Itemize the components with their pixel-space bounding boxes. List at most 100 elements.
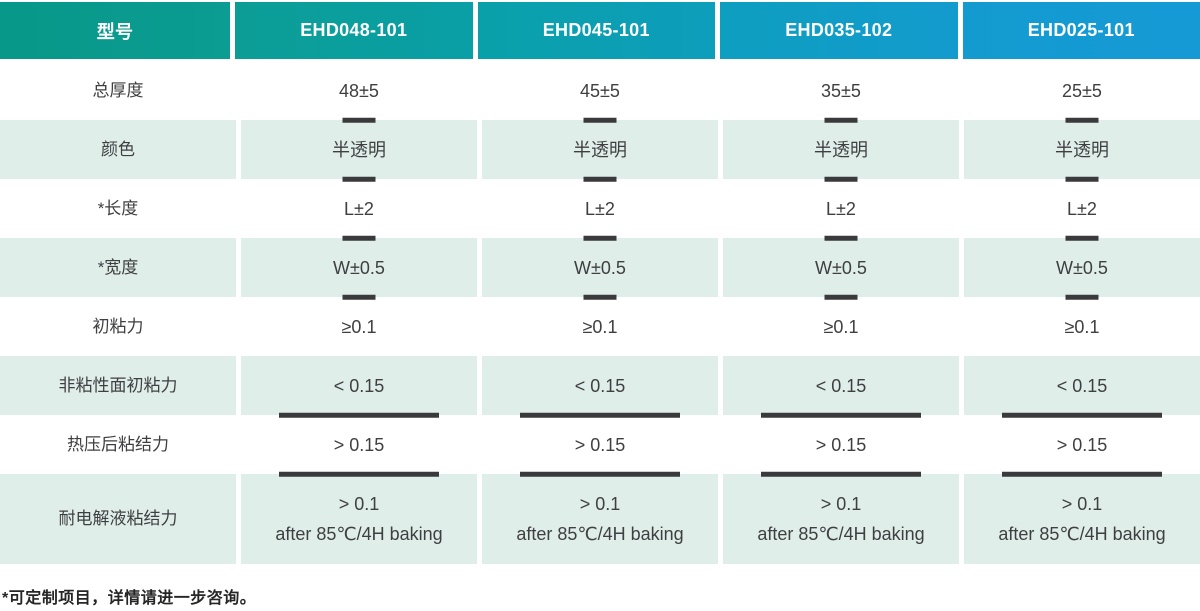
value-cell: L±2 [964,179,1200,241]
value-cell: > 0.1 after 85℃/4H baking [723,474,959,564]
value-cell: 半透明 [723,120,959,182]
value-text: > 0.15 [1056,434,1108,455]
value-subtext: after 85℃/4H baking [998,524,1166,544]
row-divider-tick [1065,176,1099,182]
table-row: 非粘性面初粘力 < 0.15 < 0.15 < 0.15 < 0.15 [0,356,1200,418]
value-cell: ≥0.1 [964,297,1200,356]
value-cell: < 0.15 [482,356,718,418]
value-cell: > 0.15 [964,415,1200,477]
value-cell: > 0.15 [482,415,718,477]
value-text: L±2 [1067,198,1097,219]
row-divider-tick [342,294,376,300]
value-cell: 半透明 [964,120,1200,182]
row-divider-tick [279,471,439,477]
table-row: 热压后粘结力 > 0.15 > 0.15 > 0.15 > 0.15 [0,415,1200,477]
value-text: 半透明 [814,139,868,160]
value-cell: 半透明 [482,120,718,182]
table-row: 初粘力 ≥0.1 ≥0.1 ≥0.1 ≥0.1 [0,297,1200,356]
table-row: *宽度 W±0.5 W±0.5 W±0.5 W±0.5 [0,238,1200,300]
value-subtext: after 85℃/4H baking [757,524,925,544]
row-divider-tick [520,471,680,477]
row-label-cell: 耐电解液粘结力 [0,474,236,564]
row-divider-tick [583,176,617,182]
table-row: *长度 L±2 L±2 L±2 L±2 [0,179,1200,241]
table-body: 总厚度 48±5 45±5 35±5 25±5 颜色 半透明 半透明 半透明 半透明 *长度 L±2 L… [0,61,1200,564]
row-divider-tick [761,412,921,418]
value-cell: L±2 [482,179,718,241]
value-cell: < 0.15 [723,356,959,418]
value-cell: 45±5 [482,61,718,123]
value-text: > 0.1 [820,494,862,514]
row-divider-tick [342,176,376,182]
header-cell-model-label: 型号 [0,2,230,59]
value-text: > 0.1 [338,494,380,514]
row-divider-tick [1065,294,1099,300]
value-text: 45±5 [580,80,620,101]
value-text: ≥0.1 [1064,316,1100,337]
value-cell: L±2 [241,179,477,241]
value-text: 48±5 [339,80,379,101]
value-text: L±2 [344,198,374,219]
row-divider-tick [583,117,617,123]
value-text: > 0.1 [579,494,621,514]
value-cell: 35±5 [723,61,959,123]
value-text: > 0.1 [1061,494,1103,514]
value-text: < 0.15 [574,375,626,396]
value-text: 半透明 [332,139,386,160]
value-cell: 半透明 [241,120,477,182]
value-cell: > 0.1 after 85℃/4H baking [482,474,718,564]
value-cell: 25±5 [964,61,1200,123]
value-text: L±2 [585,198,615,219]
row-label-cell: *宽度 [0,238,236,297]
row-label-cell: 总厚度 [0,61,236,120]
table-row: 颜色 半透明 半透明 半透明 半透明 [0,120,1200,182]
row-divider-tick [279,412,439,418]
row-divider-tick [583,235,617,241]
value-text: < 0.15 [1056,375,1108,396]
value-cell: W±0.5 [723,238,959,300]
row-divider-tick [1002,471,1162,477]
value-text: ≥0.1 [823,316,859,337]
value-text: 半透明 [573,139,627,160]
row-divider-tick [342,117,376,123]
value-cell: ≥0.1 [241,297,477,356]
row-divider-tick [824,294,858,300]
footnote: *可定制项目，详情请进一步咨询。 [2,590,257,607]
header-cell-model-3: EHD035-102 [720,2,958,59]
row-divider-tick [1065,117,1099,123]
value-text: ≥0.1 [582,316,618,337]
table-row: 耐电解液粘结力 > 0.1 after 85℃/4H baking > 0.1 afte… [0,474,1200,564]
value-text: ≥0.1 [341,316,377,337]
value-cell: W±0.5 [482,238,718,300]
value-text: < 0.15 [815,375,867,396]
row-divider-tick [824,235,858,241]
value-text: > 0.15 [574,434,626,455]
value-text: W±0.5 [333,257,385,278]
product-spec-table: 型号 EHD048-101 EHD045-101 EHD035-102 EHD025-1… [0,2,1200,564]
value-text: W±0.5 [574,257,626,278]
value-text: > 0.15 [333,434,385,455]
value-cell: ≥0.1 [482,297,718,356]
row-divider-tick [824,117,858,123]
row-label-cell: *长度 [0,179,236,238]
value-text: 25±5 [1062,80,1102,101]
row-divider-tick [1002,412,1162,418]
value-text: < 0.15 [333,375,385,396]
value-subtext: after 85℃/4H baking [275,524,443,544]
row-label-cell: 颜色 [0,120,236,179]
value-cell: W±0.5 [964,238,1200,300]
row-divider-tick [1065,235,1099,241]
row-label-cell: 热压后粘结力 [0,415,236,474]
header-cell-model-1: EHD048-101 [235,2,473,59]
value-text: L±2 [826,198,856,219]
row-divider-tick [761,471,921,477]
row-divider-tick [520,412,680,418]
value-cell: L±2 [723,179,959,241]
value-cell: W±0.5 [241,238,477,300]
value-cell: 48±5 [241,61,477,123]
header-cell-model-2: EHD045-101 [477,2,715,59]
row-label-cell: 非粘性面初粘力 [0,356,236,415]
table-header-row: 型号 EHD048-101 EHD045-101 EHD035-102 EHD025-1… [0,2,1200,59]
value-cell: < 0.15 [964,356,1200,418]
